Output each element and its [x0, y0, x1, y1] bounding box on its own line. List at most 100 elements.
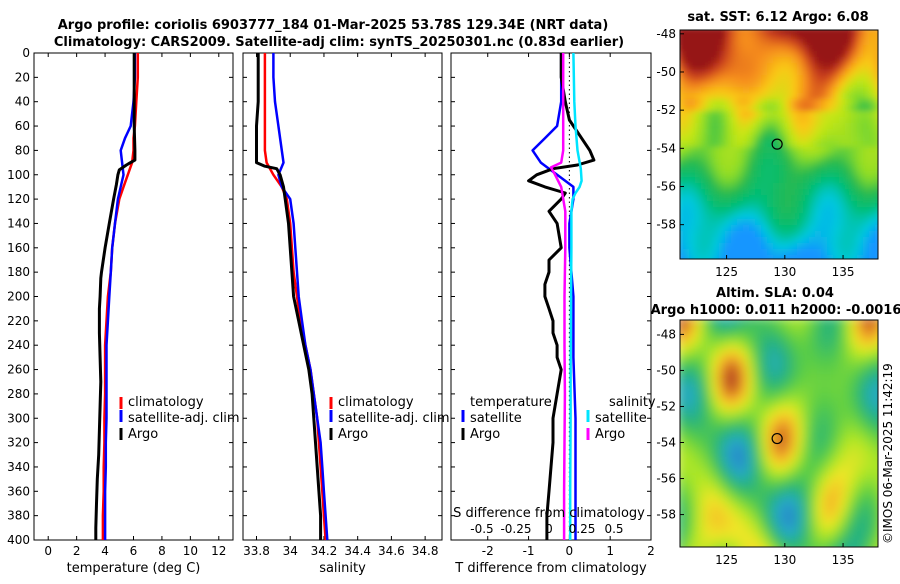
heatmap-cell [869, 177, 876, 184]
heatmap-cell [866, 450, 874, 458]
heatmap-cell [713, 249, 720, 256]
heatmap-cell [725, 243, 732, 250]
heatmap-cell [803, 81, 810, 88]
heatmap-cell [857, 99, 864, 106]
heatmap-cell [831, 366, 839, 374]
heatmap-cell [707, 39, 714, 46]
heatmap-cell [821, 123, 828, 130]
heatmap-cell [680, 320, 685, 325]
x-tick-label: 33.8 [243, 544, 270, 558]
heatmap-cell [833, 123, 840, 130]
heatmap-cell [839, 177, 846, 184]
heatmap-cell [726, 359, 734, 367]
heatmap-cell [684, 471, 692, 479]
heatmap-cell [833, 159, 840, 166]
heatmap-cell [833, 237, 840, 244]
heatmap-cell [831, 422, 839, 430]
heatmap-cell [749, 87, 756, 94]
heatmap-cell [824, 415, 832, 423]
heatmap-cell [691, 320, 699, 325]
heatmap-cell [737, 183, 744, 190]
heatmap-cell [803, 159, 810, 166]
heatmap-cell [773, 51, 780, 58]
heatmap-cell [831, 436, 839, 444]
heatmap-cell [743, 153, 750, 160]
heatmap-cell [852, 331, 860, 339]
heatmap-cell [810, 373, 818, 381]
heatmap-cell [824, 443, 832, 451]
heatmap-cell [743, 237, 750, 244]
heatmap-cell [824, 527, 832, 535]
heatmap-cell [683, 237, 690, 244]
heatmap-cell [680, 117, 684, 124]
heatmap-cell [803, 548, 811, 556]
heatmap-cell [845, 506, 853, 514]
heatmap-cell [698, 415, 706, 423]
heatmap-cell [785, 177, 792, 184]
heatmap-cell [725, 189, 732, 196]
heatmap-cell [743, 99, 750, 106]
heatmap-cell [731, 159, 738, 166]
heatmap-cell [713, 87, 720, 94]
heatmap-cell [827, 57, 834, 64]
heatmap-cell [809, 195, 816, 202]
heatmap-cell [845, 415, 853, 423]
heatmap-cell [689, 81, 696, 88]
heatmap-cell [803, 99, 810, 106]
heatmap-cell [809, 135, 816, 142]
heatmap-cell [695, 153, 702, 160]
heatmap-cell [831, 443, 839, 451]
heatmap-cell [851, 33, 858, 40]
heatmap-cell [839, 105, 846, 112]
heatmap-cell [680, 436, 685, 444]
heatmap-cell [839, 183, 846, 190]
heatmap-cell [755, 117, 762, 124]
heatmap-cell [731, 135, 738, 142]
heatmap-cell [712, 513, 720, 521]
heatmap-cell [680, 165, 684, 172]
heatmap-cell [691, 345, 699, 353]
heatmap-cell [707, 171, 714, 178]
heatmap-cell [817, 422, 825, 430]
heatmap-cell [869, 255, 876, 259]
heatmap-cell [743, 159, 750, 166]
heatmap-cell [755, 219, 762, 226]
heatmap-cell [725, 117, 732, 124]
heatmap-cell [838, 359, 846, 367]
heatmap-cell [869, 153, 876, 160]
heatmap-cell [731, 195, 738, 202]
heatmap-cell [680, 249, 684, 256]
figure-title-line1: Argo profile: coriolis 6903777_184 01-Ma… [58, 18, 609, 33]
heatmap-cell [791, 147, 798, 154]
heatmap-cell [773, 153, 780, 160]
heatmap-cell [851, 69, 858, 76]
heatmap-cell [873, 373, 878, 381]
heatmap-cell [779, 243, 786, 250]
heatmap-cell [698, 387, 706, 395]
heatmap-cell [859, 387, 867, 395]
heatmap-cell [821, 69, 828, 76]
heatmap-cell [845, 219, 852, 226]
heatmap-cell [791, 99, 798, 106]
heatmap-cell [726, 499, 734, 507]
heatmap-cell [796, 534, 804, 542]
heatmap-cell [731, 30, 738, 34]
heatmap-cell [713, 183, 720, 190]
heatmap-cell [869, 39, 876, 46]
heatmap-cell [698, 527, 706, 535]
heatmap-cell [737, 129, 744, 136]
heatmap-cell [689, 30, 696, 34]
heatmap-cell [809, 117, 816, 124]
heatmap-cell [737, 243, 744, 250]
heatmap-cell [768, 415, 776, 423]
heatmap-cell [809, 171, 816, 178]
heatmap-cell [839, 165, 846, 172]
heatmap-cell [863, 45, 870, 52]
heatmap-cell [789, 429, 797, 437]
map-y-tick-label: -56 [656, 472, 676, 486]
heatmap-cell [725, 219, 732, 226]
heatmap-cell [712, 394, 720, 402]
heatmap-cell [684, 345, 692, 353]
heatmap-cell [796, 387, 804, 395]
heatmap-cell [773, 135, 780, 142]
